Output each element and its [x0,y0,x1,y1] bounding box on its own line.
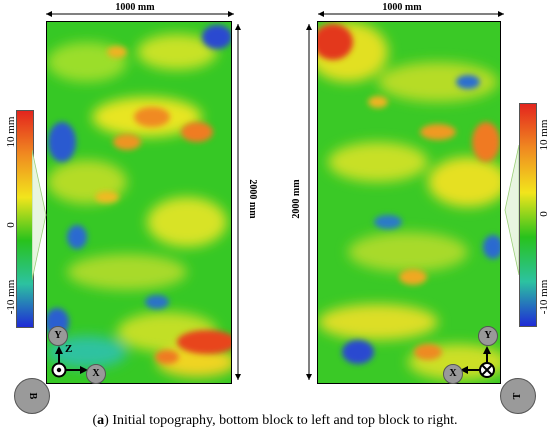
caption-panel-tag: a [97,413,105,428]
right-colorbar-wedge [504,145,519,275]
left-colorbar-tick-bottom: -10 mm [5,279,17,315]
top-block-badge-letter: T [512,392,523,400]
right-height-dimension-line [306,24,312,380]
right-topography-image [318,22,500,383]
right-colorbar [519,103,537,327]
left-topography-image [47,22,231,383]
right-colorbar-tick-zero: 0 [538,211,550,217]
right-width-dimension-line [318,11,504,17]
left-topography-map [46,21,232,384]
bottom-block-badge: B [14,378,50,414]
bottom-block-badge-letter: B [27,392,38,400]
right-width-label: 1000 mm [382,2,422,13]
left-x-axis-badge: X [86,364,106,384]
caption-text: Initial topography, bottom block to left… [112,413,458,428]
left-colorbar-wedge [32,150,47,280]
figure-caption: (a) Initial topography, bottom block to … [92,413,458,428]
left-colorbar-tick-top: 10 mm [5,116,17,148]
left-width-dimension-line [46,11,234,17]
right-topography-map [317,21,501,384]
left-colorbar-tick-zero: 0 [5,222,17,228]
left-axis-triad [51,346,88,378]
left-y-axis-badge: Y [48,326,68,346]
left-height-dimension-line [235,24,241,380]
right-colorbar-tick-top: 10 mm [538,119,550,151]
right-x-axis-badge: X [443,364,463,384]
left-z-axis-label: Z [65,343,73,355]
left-width-label: 1000 mm [115,2,155,13]
right-y-axis-badge: Y [478,326,498,346]
right-height-label: 2000 mm [291,179,302,219]
right-axis-triad [460,346,495,378]
right-colorbar-tick-bottom: -10 mm [538,279,550,315]
top-block-badge: T [500,378,536,414]
left-height-label: 2000 mm [247,179,258,219]
